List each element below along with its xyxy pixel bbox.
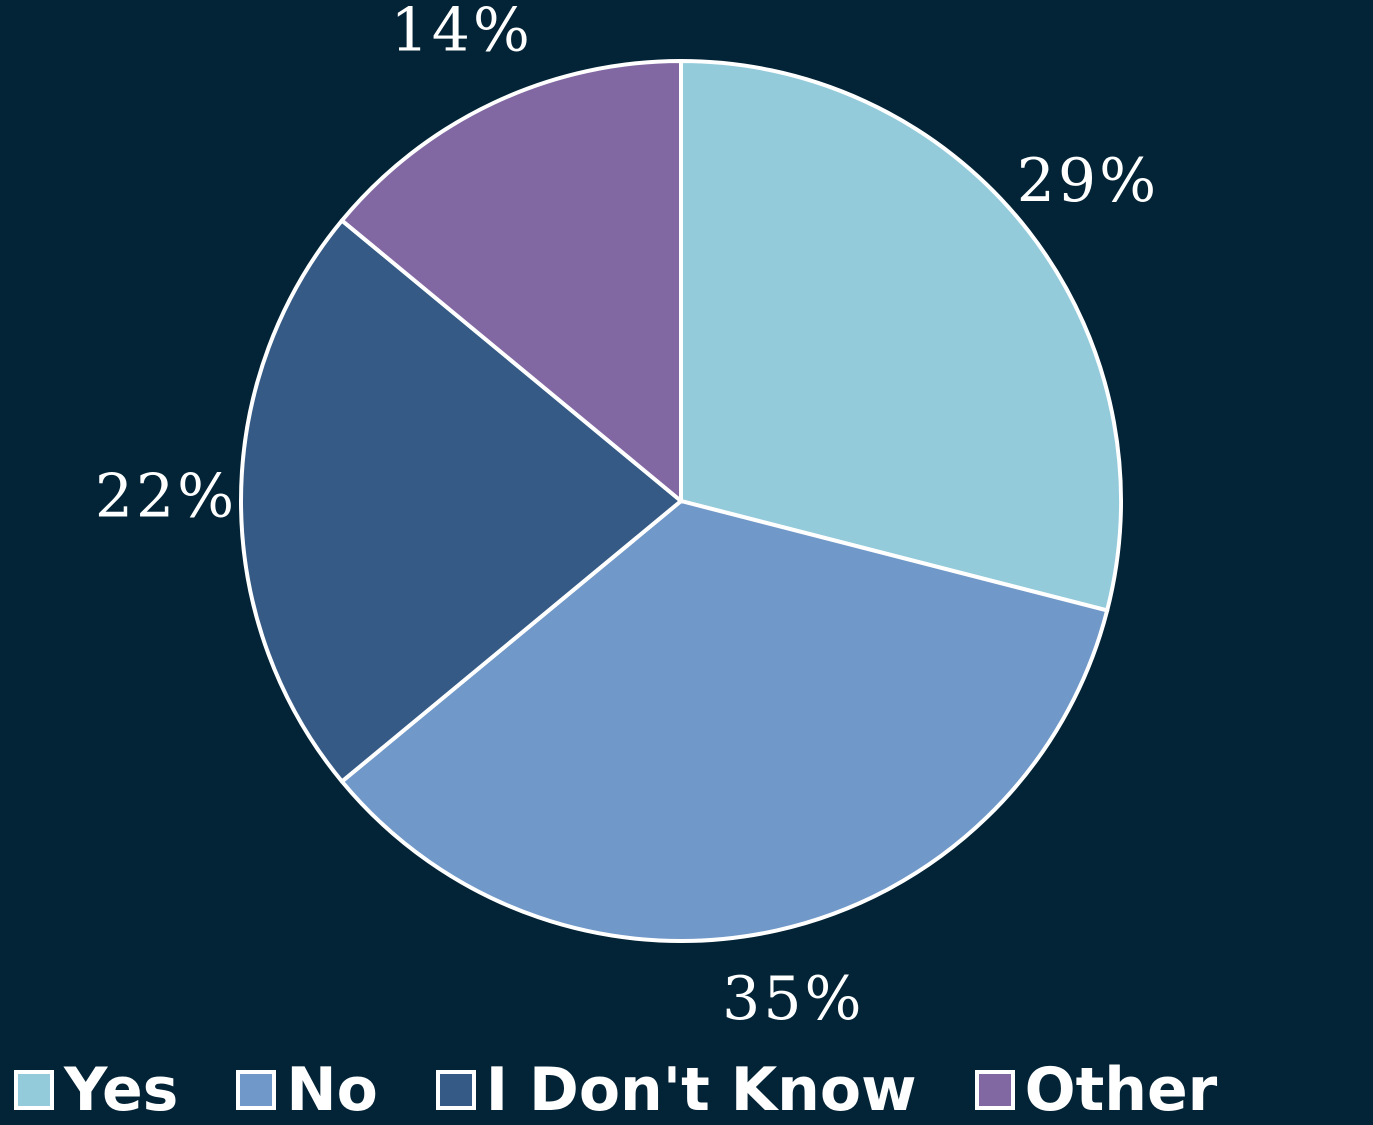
data-label-no: 35%: [722, 964, 864, 1034]
legend-label-no: No: [286, 1055, 378, 1125]
legend-item-yes: Yes: [14, 1058, 178, 1122]
legend-item-other: Other: [974, 1055, 1218, 1125]
pie-slice-yes: [679, 59, 1123, 613]
pie-labels: 29% 35% 22% 14%: [95, 0, 1159, 1034]
legend-swatch-other: [974, 1070, 1015, 1110]
legend-item-no: No: [236, 1055, 378, 1125]
legend-label-other: Other: [1024, 1055, 1218, 1125]
legend: Yes No I Don't Know Other: [14, 1058, 1217, 1122]
data-label-dont-know: 22%: [95, 462, 237, 532]
legend-swatch-dont-know: [435, 1070, 476, 1110]
data-label-yes: 29%: [1017, 146, 1159, 216]
pie-slices: [239, 59, 1123, 943]
legend-label-yes: Yes: [64, 1055, 179, 1125]
legend-swatch-no: [236, 1070, 277, 1110]
legend-swatch-yes: [14, 1070, 54, 1110]
pie-slice-no: [339, 499, 1110, 943]
legend-label-dont-know: I Don't Know: [485, 1055, 917, 1125]
pie-slice-other: [339, 59, 683, 503]
legend-item-dont-know: I Don't Know: [435, 1055, 917, 1125]
pie-slice-dont-know: [239, 218, 683, 784]
data-label-other: 14%: [391, 0, 533, 66]
